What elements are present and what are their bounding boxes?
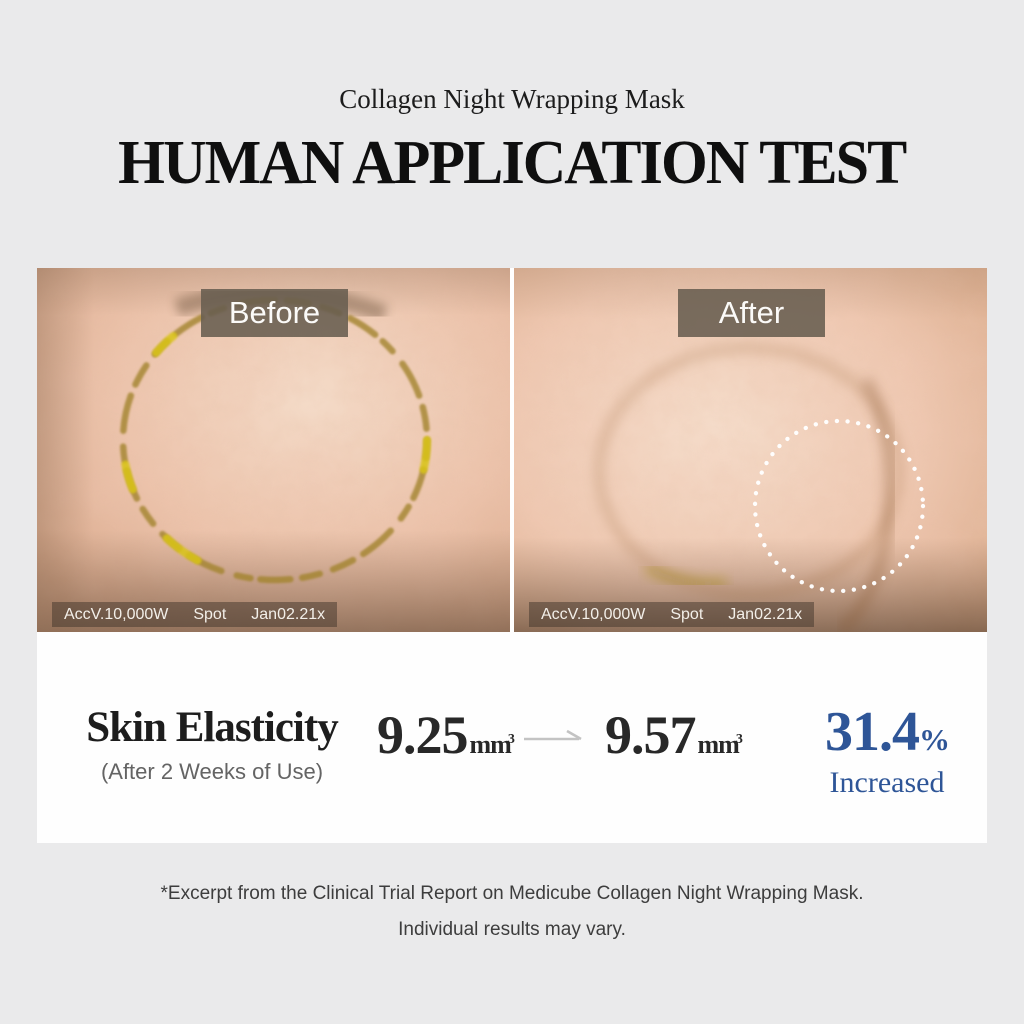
before-value: 9.25 mm3 <box>377 705 515 765</box>
footnote-line-1: *Excerpt from the Clinical Trial Report … <box>160 883 864 904</box>
arrow-right-icon <box>524 729 582 741</box>
before-photo-metadata: AccV.10,000W Spot Jan02.21x <box>52 602 338 627</box>
before-label-text: Before <box>228 295 321 330</box>
after-photo: After AccV.10,000W Spot Jan02.21x <box>514 268 987 632</box>
results-panel: Skin Elasticity (After 2 Weeks of Use) 9… <box>37 632 987 843</box>
unit-label: mm3 <box>469 730 515 760</box>
metric-block: Skin Elasticity (After 2 Weeks of Use) <box>45 706 379 785</box>
percent-sign: % <box>919 722 950 757</box>
before-photo: Before AccV.10,000W Spot Jan02.21x <box>37 268 510 632</box>
meta-stamp: Jan02.21x <box>251 605 326 623</box>
page-title: HUMAN APPLICATION TEST <box>0 128 1024 199</box>
after-photo-metadata: AccV.10,000W Spot Jan02.21x <box>529 602 815 627</box>
before-value-number: 9.25 <box>377 705 468 765</box>
after-value: 9.57 mm3 <box>605 705 743 765</box>
product-name: Collagen Night Wrapping Mask <box>339 84 685 114</box>
improvement-label: Increased <box>829 766 945 799</box>
unit-text: mm <box>697 730 740 759</box>
metric-title: Skin Elasticity <box>86 704 338 751</box>
metric-condition: (After 2 Weeks of Use) <box>100 759 324 784</box>
after-label: After <box>678 289 825 337</box>
unit-text: mm <box>469 730 512 759</box>
meta-device: AccV.10,000W <box>64 605 169 623</box>
measurement-area-dotted-circle <box>752 418 926 594</box>
unit-exponent: 3 <box>507 732 515 748</box>
meta-device: AccV.10,000W <box>541 605 646 623</box>
footnote: *Excerpt from the Clinical Trial Report … <box>0 883 1024 955</box>
footnote-line-2: Individual results may vary. <box>398 919 626 940</box>
before-after-comparison: Before AccV.10,000W Spot Jan02.21x <box>37 268 987 632</box>
after-label-text: After <box>718 295 785 330</box>
unit-exponent: 3 <box>735 732 743 748</box>
meta-mode: Spot <box>193 605 227 623</box>
page-title-text: HUMAN APPLICATION TEST <box>118 129 907 197</box>
meta-stamp: Jan02.21x <box>728 605 803 623</box>
after-value-number: 9.57 <box>605 705 696 765</box>
meta-mode: Spot <box>670 605 704 623</box>
improvement-number: 31.4 <box>825 701 920 763</box>
unit-label: mm3 <box>697 730 743 760</box>
before-label: Before <box>201 289 348 337</box>
improvement-percent: 31.4% <box>789 704 985 760</box>
improvement-stat: 31.4% Increased <box>789 704 985 800</box>
